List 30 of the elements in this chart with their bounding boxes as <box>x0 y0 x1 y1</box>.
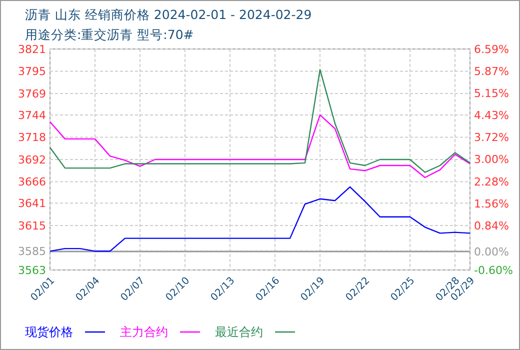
y2-tick-label: 5.15% <box>474 87 509 100</box>
y-tick-label: 3563 <box>18 264 46 277</box>
y2-tick-label: 3.00% <box>474 153 509 166</box>
y-tick-label: 3718 <box>18 131 46 144</box>
y-tick-label: 3821 <box>18 42 46 56</box>
y-tick-label: 3585 <box>18 245 46 258</box>
y-tick-label: 3692 <box>18 153 46 166</box>
y2-tick-label: 5.87% <box>474 64 509 78</box>
y2-tick-label: 3.72% <box>474 131 509 144</box>
y-tick-label: 3641 <box>18 197 46 210</box>
legend-label: 主力合约 <box>120 325 168 339</box>
line-series <box>49 186 471 252</box>
legend-label: 现货价格 <box>25 325 73 339</box>
legend-label: 最近合约 <box>215 325 263 339</box>
line-series <box>49 68 471 173</box>
y2-tick-label: 2.28% <box>474 175 509 188</box>
y-tick-label: 3744 <box>18 108 46 122</box>
y2-tick-label: 6.59% <box>474 42 509 56</box>
chart-title: 沥青 山东 经销商价格 2024-02-01 - 2024-02-29 <box>25 7 312 22</box>
y2-tick-label: 0.84% <box>474 220 509 233</box>
y2-tick-label: 1.56% <box>474 197 509 210</box>
y-tick-label: 3615 <box>18 219 46 232</box>
y-tick-label: 3795 <box>18 65 46 78</box>
chart-subtitle: 用途分类:重交沥青 型号:70# <box>25 27 194 42</box>
y2-tick-label: 0.00% <box>474 245 509 258</box>
y-tick-label: 3666 <box>18 176 46 189</box>
line-series <box>49 114 471 178</box>
y-tick-label: 3769 <box>18 87 46 100</box>
y2-tick-label: 4.43% <box>474 109 509 122</box>
y2-tick-label: -0.60% <box>474 264 513 277</box>
